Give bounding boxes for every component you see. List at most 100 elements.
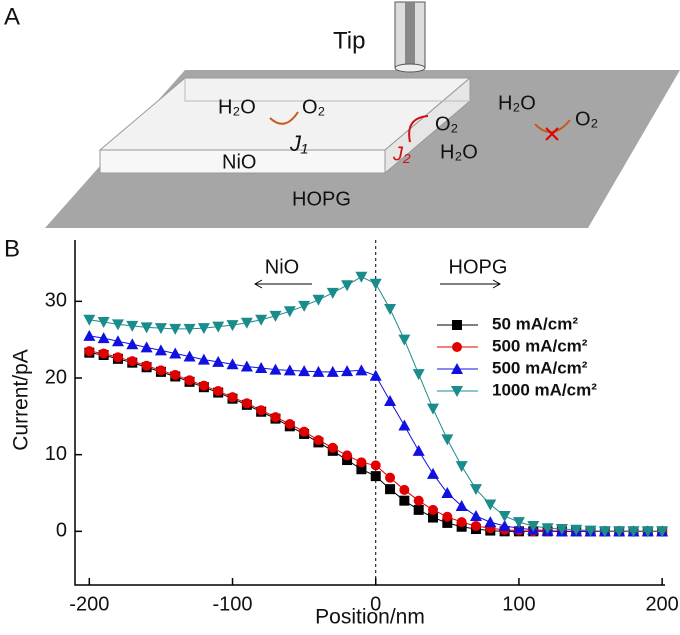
marker bbox=[240, 360, 253, 372]
marker bbox=[327, 442, 338, 453]
y-tick-label: 0 bbox=[56, 520, 67, 542]
hopg-label: HOPG bbox=[292, 188, 351, 210]
product: O₂ bbox=[302, 96, 325, 118]
marker bbox=[299, 426, 310, 437]
marker bbox=[183, 323, 196, 335]
marker bbox=[126, 320, 139, 332]
marker bbox=[470, 520, 481, 531]
marker bbox=[413, 504, 424, 515]
tip-end bbox=[394, 63, 426, 73]
marker bbox=[398, 334, 411, 346]
marker bbox=[84, 346, 95, 357]
marker bbox=[399, 495, 410, 506]
tip-label: Tip bbox=[333, 27, 365, 54]
marker bbox=[641, 526, 654, 538]
tip-core bbox=[405, 2, 415, 68]
marker bbox=[269, 363, 282, 375]
marker bbox=[342, 450, 353, 461]
marker bbox=[212, 321, 225, 333]
marker bbox=[183, 350, 196, 362]
marker bbox=[283, 364, 296, 376]
marker bbox=[184, 375, 195, 386]
marker bbox=[428, 512, 439, 523]
annotation: HOPG bbox=[449, 256, 508, 278]
marker bbox=[656, 526, 669, 538]
legend-marker bbox=[452, 320, 462, 330]
marker bbox=[212, 355, 225, 367]
marker bbox=[283, 306, 296, 318]
marker bbox=[269, 310, 282, 322]
marker bbox=[341, 280, 354, 292]
product: O₂ bbox=[575, 108, 598, 130]
reaction-arrow bbox=[269, 111, 299, 125]
marker bbox=[227, 392, 238, 403]
marker bbox=[412, 369, 425, 381]
marker bbox=[326, 365, 339, 377]
annotation: NiO bbox=[265, 256, 299, 278]
marker bbox=[197, 353, 210, 365]
marker bbox=[555, 524, 568, 536]
reaction-arrow bbox=[408, 115, 429, 143]
marker bbox=[141, 360, 152, 371]
x-tick-label: 0 bbox=[370, 593, 381, 615]
legend-label: 50 mA/cm² bbox=[492, 314, 578, 333]
marker bbox=[241, 398, 252, 409]
panel-label: A bbox=[4, 3, 20, 30]
marker bbox=[198, 380, 209, 391]
marker bbox=[413, 495, 424, 506]
legend-marker bbox=[451, 363, 463, 374]
marker bbox=[412, 444, 425, 456]
marker bbox=[541, 523, 554, 535]
marker bbox=[111, 335, 124, 347]
marker bbox=[369, 278, 382, 290]
marker bbox=[441, 434, 454, 446]
marker bbox=[469, 484, 482, 496]
marker bbox=[313, 435, 324, 446]
marker bbox=[384, 304, 397, 315]
j1-label: J₁ bbox=[289, 131, 308, 156]
marker bbox=[384, 395, 397, 406]
marker bbox=[97, 317, 110, 329]
legend-label: 500 mA/cm² bbox=[492, 336, 588, 355]
marker bbox=[484, 499, 497, 511]
marker bbox=[255, 362, 268, 374]
marker bbox=[584, 525, 597, 537]
marker bbox=[226, 320, 239, 332]
marker bbox=[155, 365, 166, 376]
legend-marker bbox=[452, 342, 462, 352]
marker bbox=[385, 484, 396, 495]
legend-marker bbox=[451, 386, 463, 397]
x-tick-label: 100 bbox=[502, 593, 535, 615]
x-axis-label: Position/nm bbox=[315, 606, 425, 629]
marker bbox=[455, 500, 468, 512]
marker bbox=[428, 504, 439, 515]
marker bbox=[370, 460, 381, 471]
marker bbox=[427, 467, 440, 479]
marker bbox=[154, 323, 167, 335]
marker bbox=[369, 369, 382, 381]
marker bbox=[498, 519, 511, 531]
marker bbox=[140, 322, 153, 334]
marker bbox=[83, 314, 96, 326]
product: O₂ bbox=[435, 113, 458, 135]
marker bbox=[169, 347, 182, 359]
x-tick-label: 200 bbox=[645, 593, 678, 615]
marker bbox=[112, 352, 123, 363]
marker bbox=[527, 520, 540, 532]
marker bbox=[240, 317, 253, 329]
x-tick-label: -100 bbox=[213, 593, 253, 615]
marker bbox=[613, 526, 626, 538]
marker bbox=[355, 271, 368, 283]
y-tick-label: 20 bbox=[45, 366, 67, 388]
marker bbox=[312, 365, 325, 377]
marker bbox=[270, 412, 281, 423]
marker bbox=[326, 287, 339, 299]
marker bbox=[341, 365, 354, 377]
marker bbox=[456, 517, 467, 528]
marker bbox=[83, 329, 96, 341]
marker bbox=[385, 472, 396, 483]
marker bbox=[169, 323, 182, 335]
marker bbox=[356, 464, 367, 475]
y-tick-label: 30 bbox=[45, 290, 67, 312]
marker bbox=[356, 457, 367, 468]
